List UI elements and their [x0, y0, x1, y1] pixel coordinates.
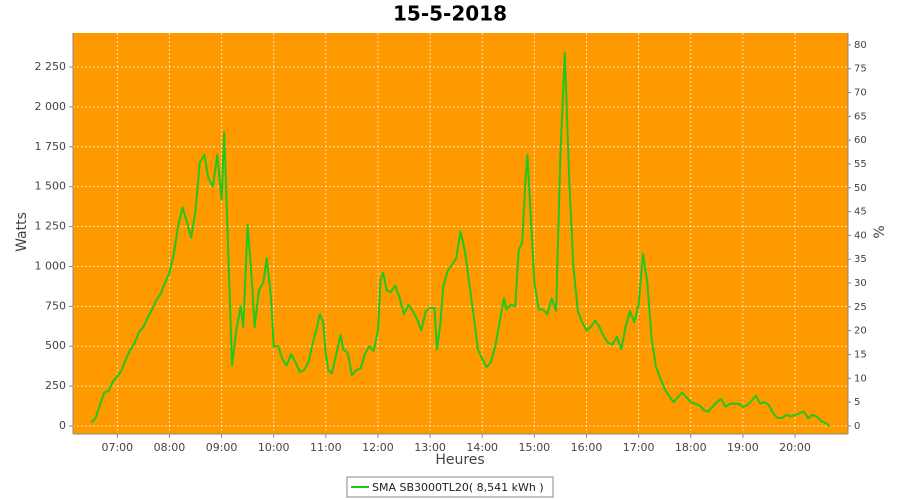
y-tick-label: 2 250: [35, 60, 67, 73]
x-tick-label: 08:00: [154, 441, 186, 454]
y2-tick-label: 0: [854, 421, 860, 432]
x-tick-label: 15:00: [518, 441, 550, 454]
y2-tick-label: 80: [854, 40, 867, 51]
x-axis-label: Heures: [435, 452, 484, 468]
y-tick-label: 750: [45, 299, 66, 312]
y-axis-label: Watts: [14, 212, 30, 252]
y-tick-label: 1 000: [35, 259, 67, 272]
x-tick-label: 12:00: [362, 441, 394, 454]
y2-tick-label: 5: [854, 397, 860, 408]
y-tick-label: 500: [45, 339, 66, 352]
legend: SMA SB3000TL20( 8,541 kWh ): [346, 476, 554, 498]
legend-box: [346, 476, 554, 498]
y2-tick-label: 20: [854, 326, 867, 337]
y-tick-label: 2 000: [35, 100, 67, 113]
y2-tick-label: 35: [854, 254, 867, 265]
y2-tick-label: 25: [854, 302, 867, 313]
y2-tick-label: 15: [854, 349, 867, 360]
x-tick-label: 20:00: [779, 441, 811, 454]
x-tick-label: 07:00: [101, 441, 133, 454]
y2-tick-label: 40: [854, 230, 867, 241]
y2-tick-label: 50: [854, 183, 867, 194]
y-tick-label: 250: [45, 379, 66, 392]
x-tick-label: 09:00: [206, 441, 238, 454]
y2-tick-label: 75: [854, 64, 867, 75]
y2-tick-label: 65: [854, 111, 867, 122]
x-tick-label: 14:00: [466, 441, 498, 454]
y2-tick-label: 30: [854, 278, 867, 289]
y-tick-label: 1 500: [35, 180, 67, 193]
x-tick-label: 10:00: [258, 441, 290, 454]
y2-tick-label: 70: [854, 88, 867, 99]
x-tick-label: 17:00: [623, 441, 655, 454]
legend-label: SMA SB3000TL20( 8,541 kWh ): [372, 481, 544, 494]
x-tick-label: 16:00: [571, 441, 603, 454]
y2-tick-label: 10: [854, 373, 867, 384]
x-tick-label: 11:00: [310, 441, 342, 454]
y2-tick-label: 60: [854, 135, 867, 146]
y2-tick-label: 45: [854, 207, 867, 218]
x-tick-label: 19:00: [727, 441, 759, 454]
line: [90, 51, 831, 427]
y2-tick-label: 55: [854, 159, 867, 170]
chart-title: 15-5-2018: [393, 2, 507, 26]
y-tick-label: 1 750: [35, 140, 67, 153]
y2-axis-label: %: [872, 225, 888, 238]
x-tick-label: 18:00: [675, 441, 707, 454]
x-tick-label: 13:00: [414, 441, 446, 454]
y-tick-label: 0: [59, 419, 66, 432]
y-tick-label: 1 250: [35, 220, 67, 233]
